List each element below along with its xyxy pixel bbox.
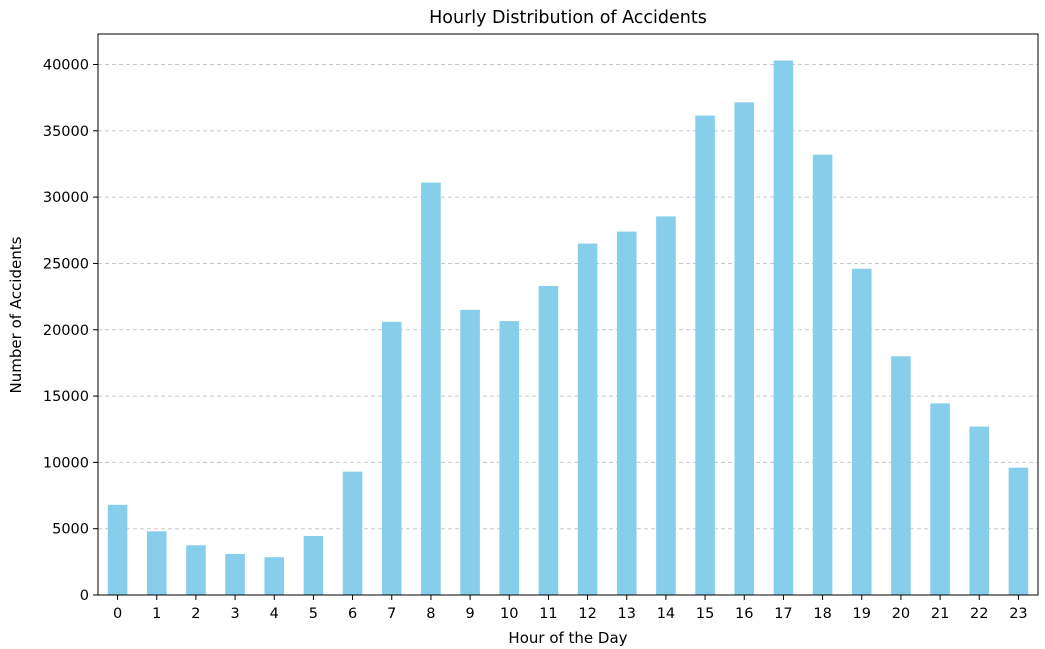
bar-hour-1 <box>146 531 167 595</box>
x-tick-label-5: 5 <box>309 606 318 622</box>
y-tick-label-15000: 15000 <box>43 389 89 405</box>
bar-hour-8 <box>421 182 441 595</box>
chart-title: Hourly Distribution of Accidents <box>429 8 707 28</box>
x-tick-label-8: 8 <box>426 606 435 622</box>
x-tick-label-14: 14 <box>657 606 675 622</box>
y-tick-label-35000: 35000 <box>43 124 89 140</box>
x-tick-label-10: 10 <box>500 606 518 622</box>
bar-hour-10 <box>499 321 520 595</box>
bar-hour-12 <box>577 243 598 596</box>
x-tick-label-23: 23 <box>1009 606 1027 622</box>
plot-frame <box>97 33 1039 596</box>
x-tick-label-22: 22 <box>970 606 988 622</box>
y-tick-label-30000: 30000 <box>43 190 89 206</box>
bar-hour-16 <box>734 102 755 595</box>
x-tick-label-9: 9 <box>465 606 474 622</box>
y-tick-label-5000: 5000 <box>52 522 89 538</box>
x-tick-label-19: 19 <box>853 606 871 622</box>
x-tick-label-21: 21 <box>931 606 949 622</box>
bars <box>107 60 1029 596</box>
y-axis-label: Number of Accidents <box>7 236 25 393</box>
bar-hour-18 <box>812 154 833 596</box>
y-tick-label-10000: 10000 <box>43 455 89 471</box>
bar-hour-3 <box>225 553 245 595</box>
bar-hour-4 <box>264 557 285 595</box>
bar-hour-5 <box>303 535 324 595</box>
y-tick-label-25000: 25000 <box>43 256 89 272</box>
y-axis-ticks: 0 5000 10000 15000 20000 25000 30000 35000 40000 <box>43 58 98 604</box>
bar-hour-19 <box>851 268 872 595</box>
bar-hour-21 <box>930 403 950 595</box>
y-tick-label-20000: 20000 <box>43 323 89 339</box>
bar-hour-2 <box>186 545 206 595</box>
gridlines <box>98 64 1038 596</box>
x-tick-label-7: 7 <box>387 606 396 622</box>
x-tick-label-17: 17 <box>774 606 792 622</box>
x-axis-ticks: 0 1 2 3 4 5 6 7 8 9 10 11 12 13 14 15 16 17 18 19 20 21 22 23 <box>113 595 1028 622</box>
bar-hour-6 <box>342 471 363 595</box>
bar-hour-22 <box>969 426 990 595</box>
x-tick-label-13: 13 <box>618 606 636 622</box>
x-tick-label-3: 3 <box>230 606 239 622</box>
bar-hour-11 <box>538 285 559 595</box>
bar-hour-9 <box>460 309 480 595</box>
bar-hour-14 <box>656 216 676 595</box>
bar-hour-23 <box>1008 467 1029 595</box>
bar-hour-0 <box>107 504 128 595</box>
x-tick-label-6: 6 <box>348 606 357 622</box>
bar-hour-15 <box>695 115 715 595</box>
y-tick-label-40000: 40000 <box>43 58 89 74</box>
x-tick-label-20: 20 <box>892 606 910 622</box>
bar-hour-7 <box>381 321 402 595</box>
x-tick-label-0: 0 <box>113 606 122 622</box>
x-tick-label-1: 1 <box>152 606 161 622</box>
y-tick-label-0: 0 <box>80 588 89 604</box>
x-tick-label-18: 18 <box>813 606 831 622</box>
bar-hour-13 <box>616 231 637 595</box>
bar-hour-20 <box>891 356 911 595</box>
x-tick-label-16: 16 <box>735 606 753 622</box>
x-axis-label: Hour of the Day <box>508 629 627 647</box>
x-tick-label-11: 11 <box>539 606 557 622</box>
x-tick-label-2: 2 <box>191 606 200 622</box>
x-tick-label-12: 12 <box>578 606 596 622</box>
x-tick-label-15: 15 <box>696 606 714 622</box>
x-tick-label-4: 4 <box>270 606 279 622</box>
bar-hour-17 <box>773 60 794 595</box>
